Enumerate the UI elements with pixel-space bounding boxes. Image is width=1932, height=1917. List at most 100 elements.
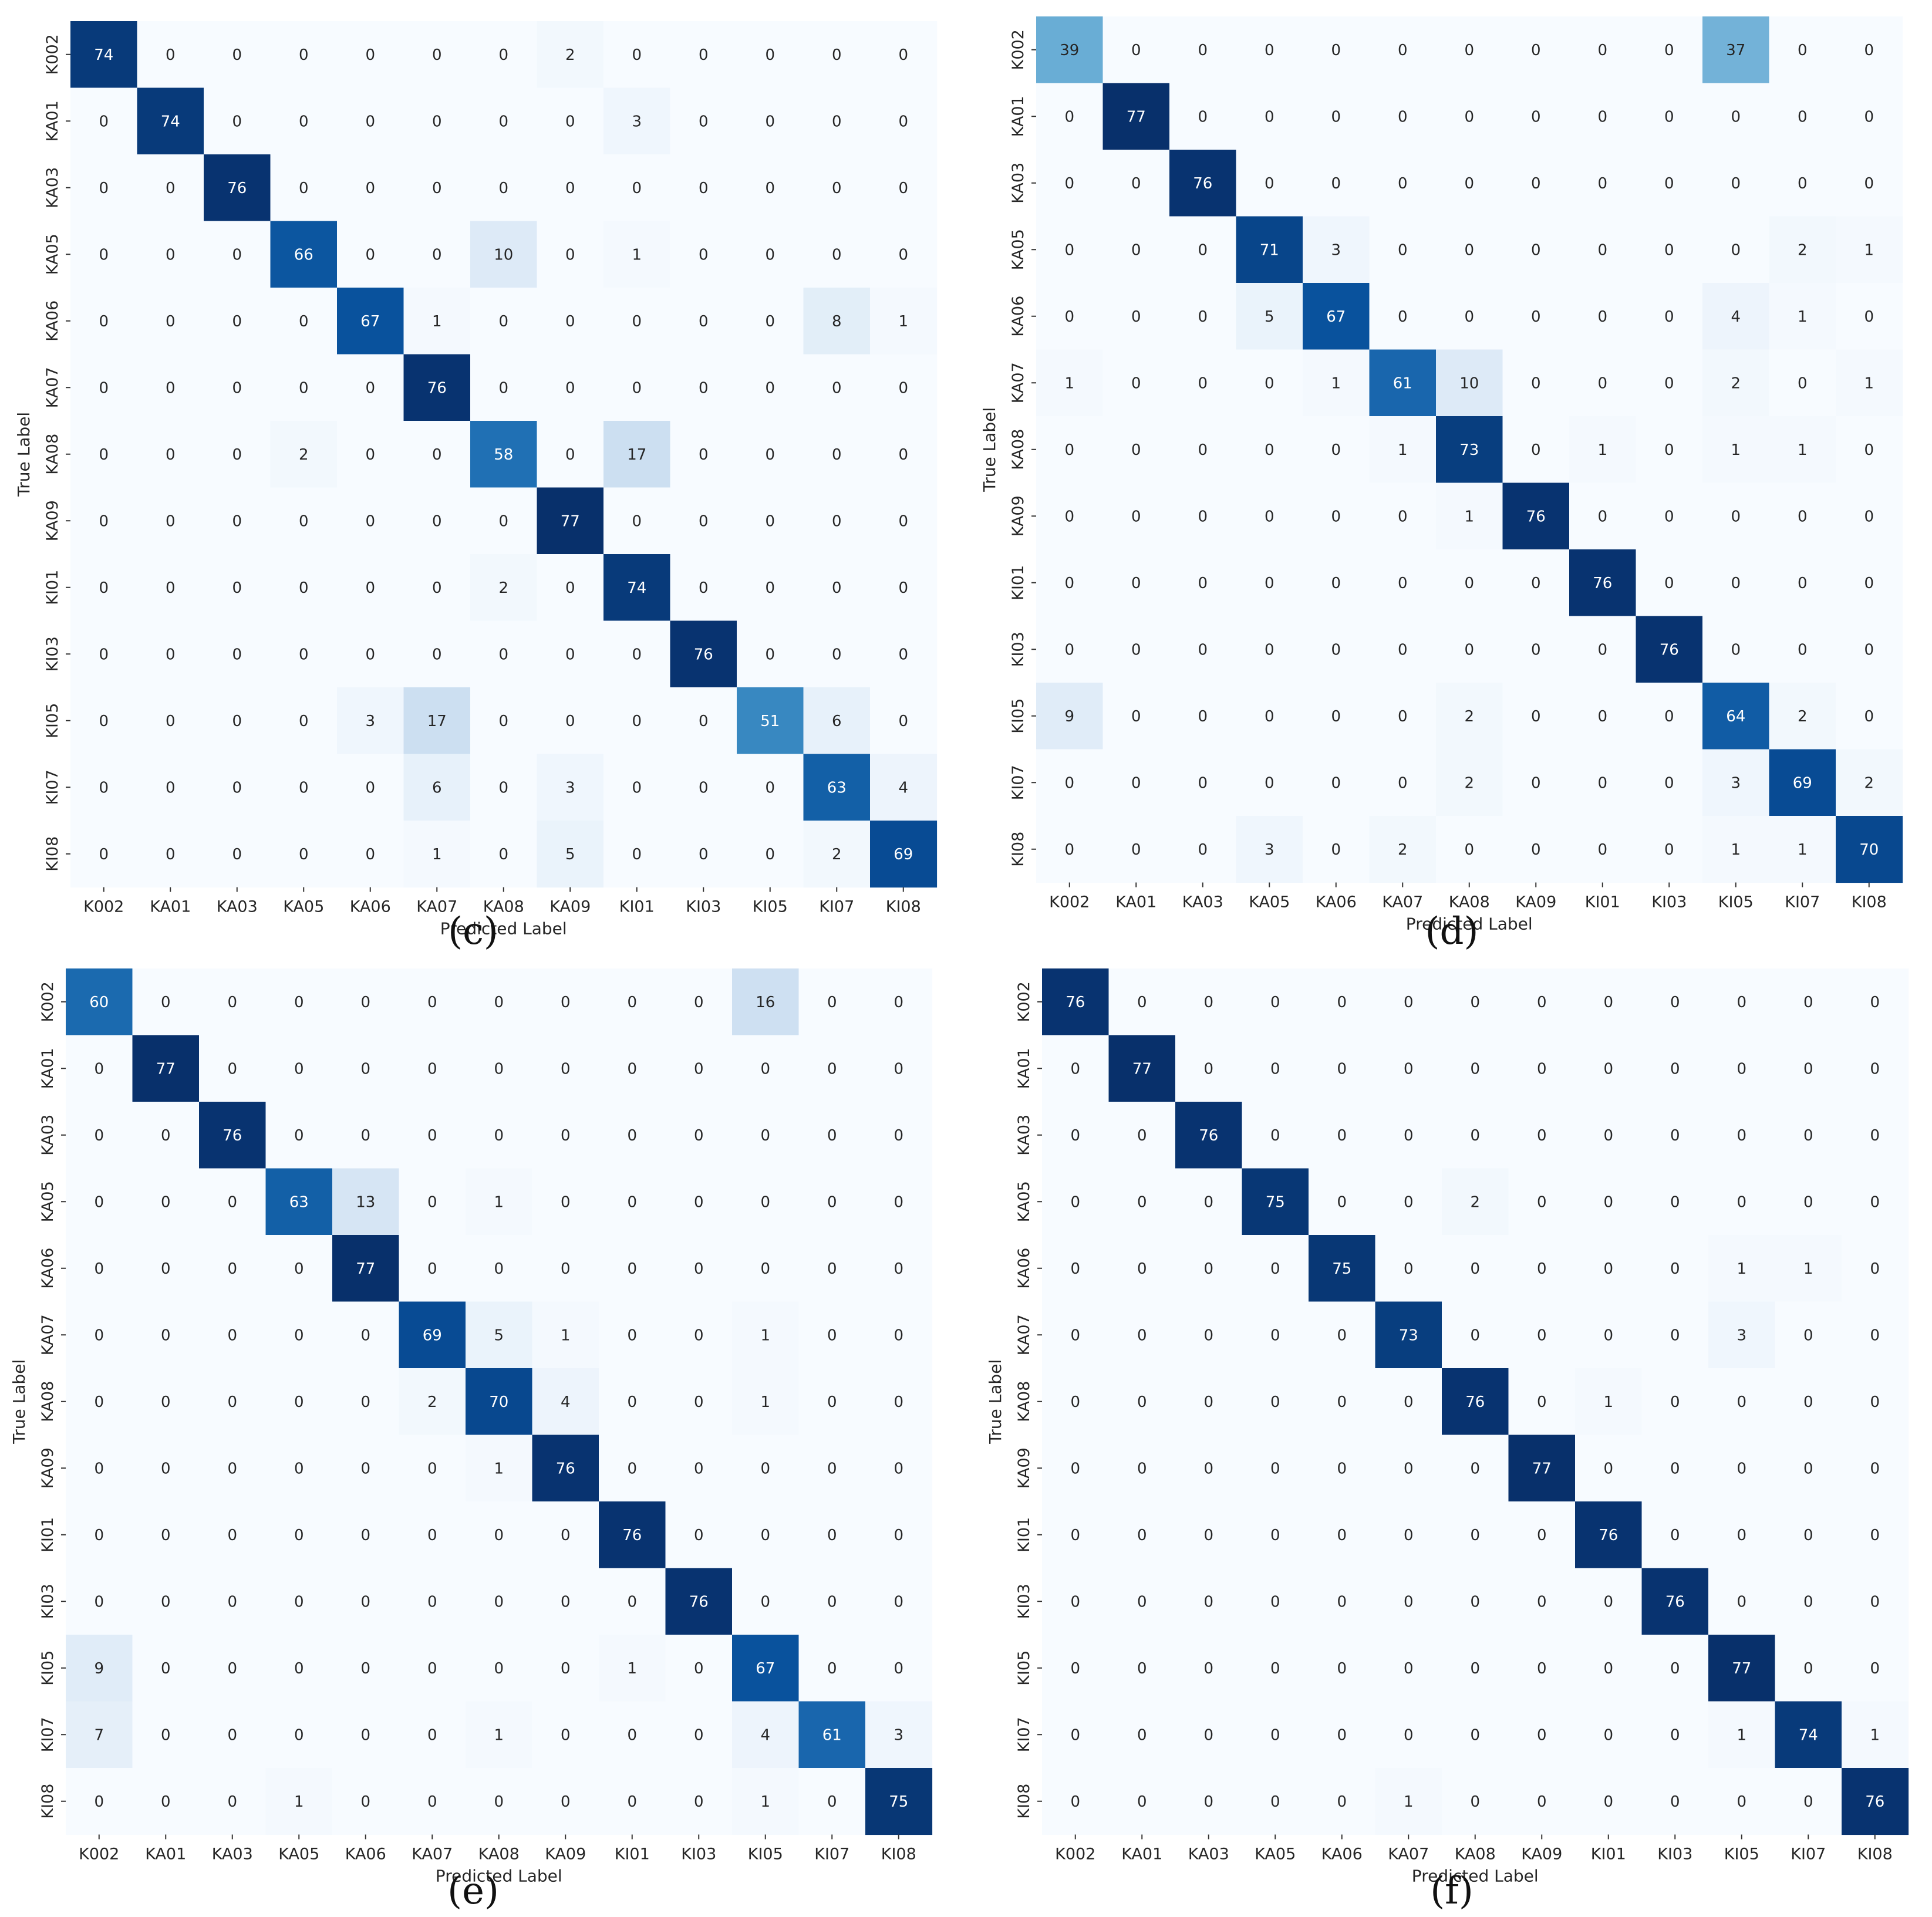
heatmap-cell bbox=[1309, 1035, 1376, 1102]
cell-value-label: 0 bbox=[166, 46, 176, 64]
heatmap-cell bbox=[803, 21, 871, 89]
cell-value-label: 0 bbox=[99, 246, 109, 264]
y-tick-label: KA09 bbox=[1009, 495, 1027, 536]
heatmap-cell bbox=[470, 554, 538, 622]
heatmap-cell bbox=[70, 154, 138, 222]
heatmap-cell bbox=[1108, 1035, 1176, 1102]
cell-value-label: 2 bbox=[1398, 841, 1408, 859]
heatmap-cell bbox=[1042, 1235, 1110, 1302]
heatmap-cell bbox=[1436, 416, 1503, 484]
heatmap-cell bbox=[1636, 283, 1703, 350]
cell-value-label: 0 bbox=[627, 1793, 637, 1811]
cell-value-label: 0 bbox=[1398, 575, 1408, 592]
heatmap-cell bbox=[1042, 1368, 1110, 1436]
cell-value-label: 75 bbox=[1266, 1193, 1285, 1211]
cell-value-label: 0 bbox=[1870, 1060, 1880, 1078]
cell-value-label: 0 bbox=[227, 1660, 237, 1678]
cell-value-label: 17 bbox=[627, 446, 646, 464]
confusion-matrix-d: 39 0 0 0 0 0 0 0 0 0 37 0 0 0 77 0 0 0 0 0 0 0 0 0 0 0 0 0 76 0 0 0 0 0 0 0… bbox=[966, 0, 1928, 963]
heatmap-cell bbox=[66, 1501, 133, 1569]
heatmap-cell bbox=[865, 1701, 933, 1769]
cell-value-label: 0 bbox=[299, 379, 309, 397]
heatmap-cell bbox=[1102, 283, 1170, 350]
heatmap-cell bbox=[1842, 1235, 1909, 1302]
heatmap-cell bbox=[132, 1102, 200, 1169]
cell-value-label: 1 bbox=[494, 1193, 504, 1211]
heatmap-cell bbox=[1442, 1768, 1509, 1835]
heatmap-cell bbox=[70, 354, 138, 421]
cell-value-label: 0 bbox=[161, 1726, 171, 1744]
cell-value-label: 0 bbox=[765, 579, 775, 597]
cell-value-label: 0 bbox=[166, 379, 176, 397]
heatmap-cell bbox=[1375, 1635, 1442, 1702]
cell-value-label: 77 bbox=[1132, 1060, 1152, 1078]
y-tick-label: KA07 bbox=[43, 367, 62, 408]
cell-value-label: 0 bbox=[1670, 1260, 1680, 1278]
x-tick-label: KA07 bbox=[412, 1845, 453, 1864]
cell-value-label: 0 bbox=[432, 646, 442, 663]
cell-value-label: 0 bbox=[1864, 641, 1874, 659]
heatmap-cell bbox=[603, 221, 671, 288]
cell-value-label: 76 bbox=[1660, 641, 1679, 659]
cell-value-label: 0 bbox=[1803, 1127, 1813, 1145]
heatmap-cell bbox=[537, 620, 604, 688]
heatmap-cell bbox=[1242, 1102, 1309, 1169]
cell-value-label: 76 bbox=[227, 180, 247, 197]
y-axis-title: True Label bbox=[14, 412, 33, 497]
y-tick-label: KA03 bbox=[1009, 163, 1027, 204]
heatmap-cell bbox=[1309, 1635, 1376, 1702]
heatmap-cell bbox=[870, 354, 938, 421]
cell-value-label: 0 bbox=[893, 1060, 903, 1078]
heatmap-cell bbox=[1836, 416, 1903, 484]
cell-value-label: 0 bbox=[1337, 1527, 1347, 1544]
heatmap-cells-f: 76 0 0 0 0 0 0 0 0 0 0 0 0 0 77 0 0 0 0 0 0 0 0 0 0 0 0 0 76 0 0 0 0 0 0 0 0… bbox=[1042, 968, 1909, 1835]
cell-value-label: 0 bbox=[227, 994, 237, 1011]
cell-value-label: 0 bbox=[632, 779, 642, 797]
heatmap-cell bbox=[1636, 150, 1703, 217]
heatmap-cell bbox=[870, 21, 938, 89]
heatmap-cell bbox=[466, 1701, 533, 1769]
heatmap-cell bbox=[1169, 683, 1237, 750]
y-tick-label: KA03 bbox=[1015, 1115, 1033, 1156]
x-tick-labels-f: K002 KA01 KA03 KA05 KA06 KA07 KA08 KA09 KI01 KI03… bbox=[1055, 1834, 1893, 1864]
cell-value-label: 0 bbox=[99, 779, 109, 797]
heatmap-cell bbox=[199, 1568, 267, 1635]
cell-value-label: 77 bbox=[1532, 1460, 1552, 1477]
heatmap-cell bbox=[532, 1635, 599, 1702]
x-tick-label: KI08 bbox=[881, 1845, 916, 1864]
cell-value-label: 0 bbox=[699, 113, 709, 130]
heatmap-cell bbox=[1569, 83, 1637, 150]
cell-value-label: 0 bbox=[94, 1793, 104, 1811]
heatmap-cell bbox=[599, 968, 666, 1036]
cell-value-label: 0 bbox=[299, 313, 309, 330]
heatmap-cell bbox=[1575, 1368, 1643, 1436]
heatmap-cell bbox=[270, 288, 338, 355]
cell-value-label: 0 bbox=[893, 1193, 903, 1211]
heatmap-cell bbox=[865, 1235, 933, 1302]
cell-value-label: 1 bbox=[1064, 374, 1074, 392]
heatmap-cell bbox=[603, 821, 671, 888]
heatmap-cell bbox=[599, 1435, 666, 1502]
cell-value-label: 0 bbox=[1265, 441, 1274, 459]
heatmap-cell bbox=[1769, 549, 1836, 617]
cell-value-label: 0 bbox=[1531, 42, 1541, 59]
cell-value-label: 0 bbox=[832, 579, 842, 597]
cell-value-label: 0 bbox=[898, 113, 908, 130]
heatmap-cell bbox=[803, 354, 871, 421]
heatmap-cell bbox=[137, 620, 204, 688]
heatmap-cell bbox=[332, 1568, 400, 1635]
cell-value-label: 0 bbox=[99, 579, 109, 597]
heatmap-cell bbox=[132, 1501, 200, 1569]
heatmap-cell bbox=[1508, 1301, 1576, 1369]
cell-value-label: 0 bbox=[694, 1726, 704, 1744]
heatmap-cell bbox=[1175, 1435, 1243, 1502]
cell-value-label: 0 bbox=[1337, 1660, 1347, 1678]
heatmap-cell bbox=[132, 1368, 200, 1436]
heatmap-cell bbox=[137, 754, 204, 821]
cell-value-label: 0 bbox=[161, 1527, 171, 1544]
heatmap-cell bbox=[265, 1368, 333, 1436]
cell-value-label: 1 bbox=[1404, 1793, 1414, 1811]
heatmap-cell bbox=[466, 1768, 533, 1835]
heatmap-cell bbox=[466, 1435, 533, 1502]
heatmap-cell bbox=[332, 1501, 400, 1569]
